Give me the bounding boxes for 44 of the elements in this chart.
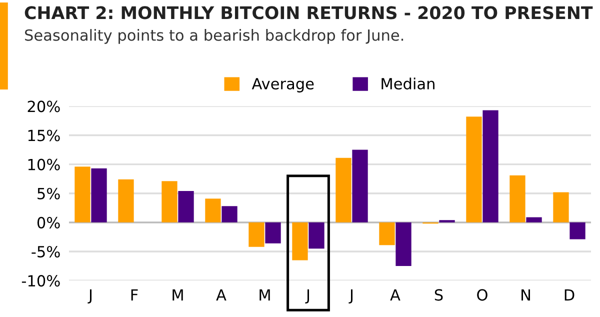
y-tick-label: 5% <box>38 188 60 200</box>
bar <box>379 222 395 246</box>
y-tick-label: 20% <box>28 100 60 112</box>
x-tick-label: D <box>564 289 574 300</box>
bar <box>178 191 194 222</box>
bar <box>205 198 221 222</box>
y-tick-label: 10% <box>28 158 60 170</box>
bar <box>482 110 498 222</box>
x-tick-label: J <box>348 289 352 304</box>
bar <box>162 181 178 222</box>
y-tick-label: -10% <box>22 275 60 287</box>
y-tick-label: -5% <box>32 246 60 258</box>
bar <box>526 217 542 222</box>
bar <box>91 168 107 222</box>
bar <box>222 206 238 222</box>
bar <box>352 150 368 222</box>
bar <box>248 222 264 247</box>
y-tick-label: 15% <box>28 130 60 142</box>
legend-label: Average <box>252 78 314 92</box>
bar <box>308 222 324 249</box>
bar <box>292 222 308 260</box>
x-tick-label: S <box>434 289 443 301</box>
chart-title: CHART 2: MONTHLY BITCOIN RETURNS - 2020 TO PRESENT <box>24 6 593 20</box>
bar <box>553 192 569 222</box>
x-tick-label: O <box>477 289 488 301</box>
bar <box>118 179 134 222</box>
legend-label: Median <box>382 78 434 90</box>
bar <box>570 222 586 240</box>
x-tick-label: J <box>88 289 92 304</box>
bar <box>510 175 526 222</box>
x-tick-label: M <box>172 289 183 300</box>
bar <box>466 116 482 222</box>
x-tick-label: M <box>260 289 270 300</box>
bar <box>336 158 352 222</box>
y-tick-label: 0% <box>37 216 60 228</box>
chart-subtitle: Seasonality points to a bearish backdrop for June. <box>25 29 404 44</box>
bar <box>265 222 281 244</box>
x-tick-label: F <box>131 289 138 300</box>
bar <box>396 222 412 266</box>
x-tick-label: J <box>305 289 309 304</box>
x-tick-label: A <box>390 289 400 300</box>
x-tick-label: A <box>216 289 226 300</box>
bar <box>74 166 90 222</box>
x-tick-label: N <box>522 289 530 300</box>
